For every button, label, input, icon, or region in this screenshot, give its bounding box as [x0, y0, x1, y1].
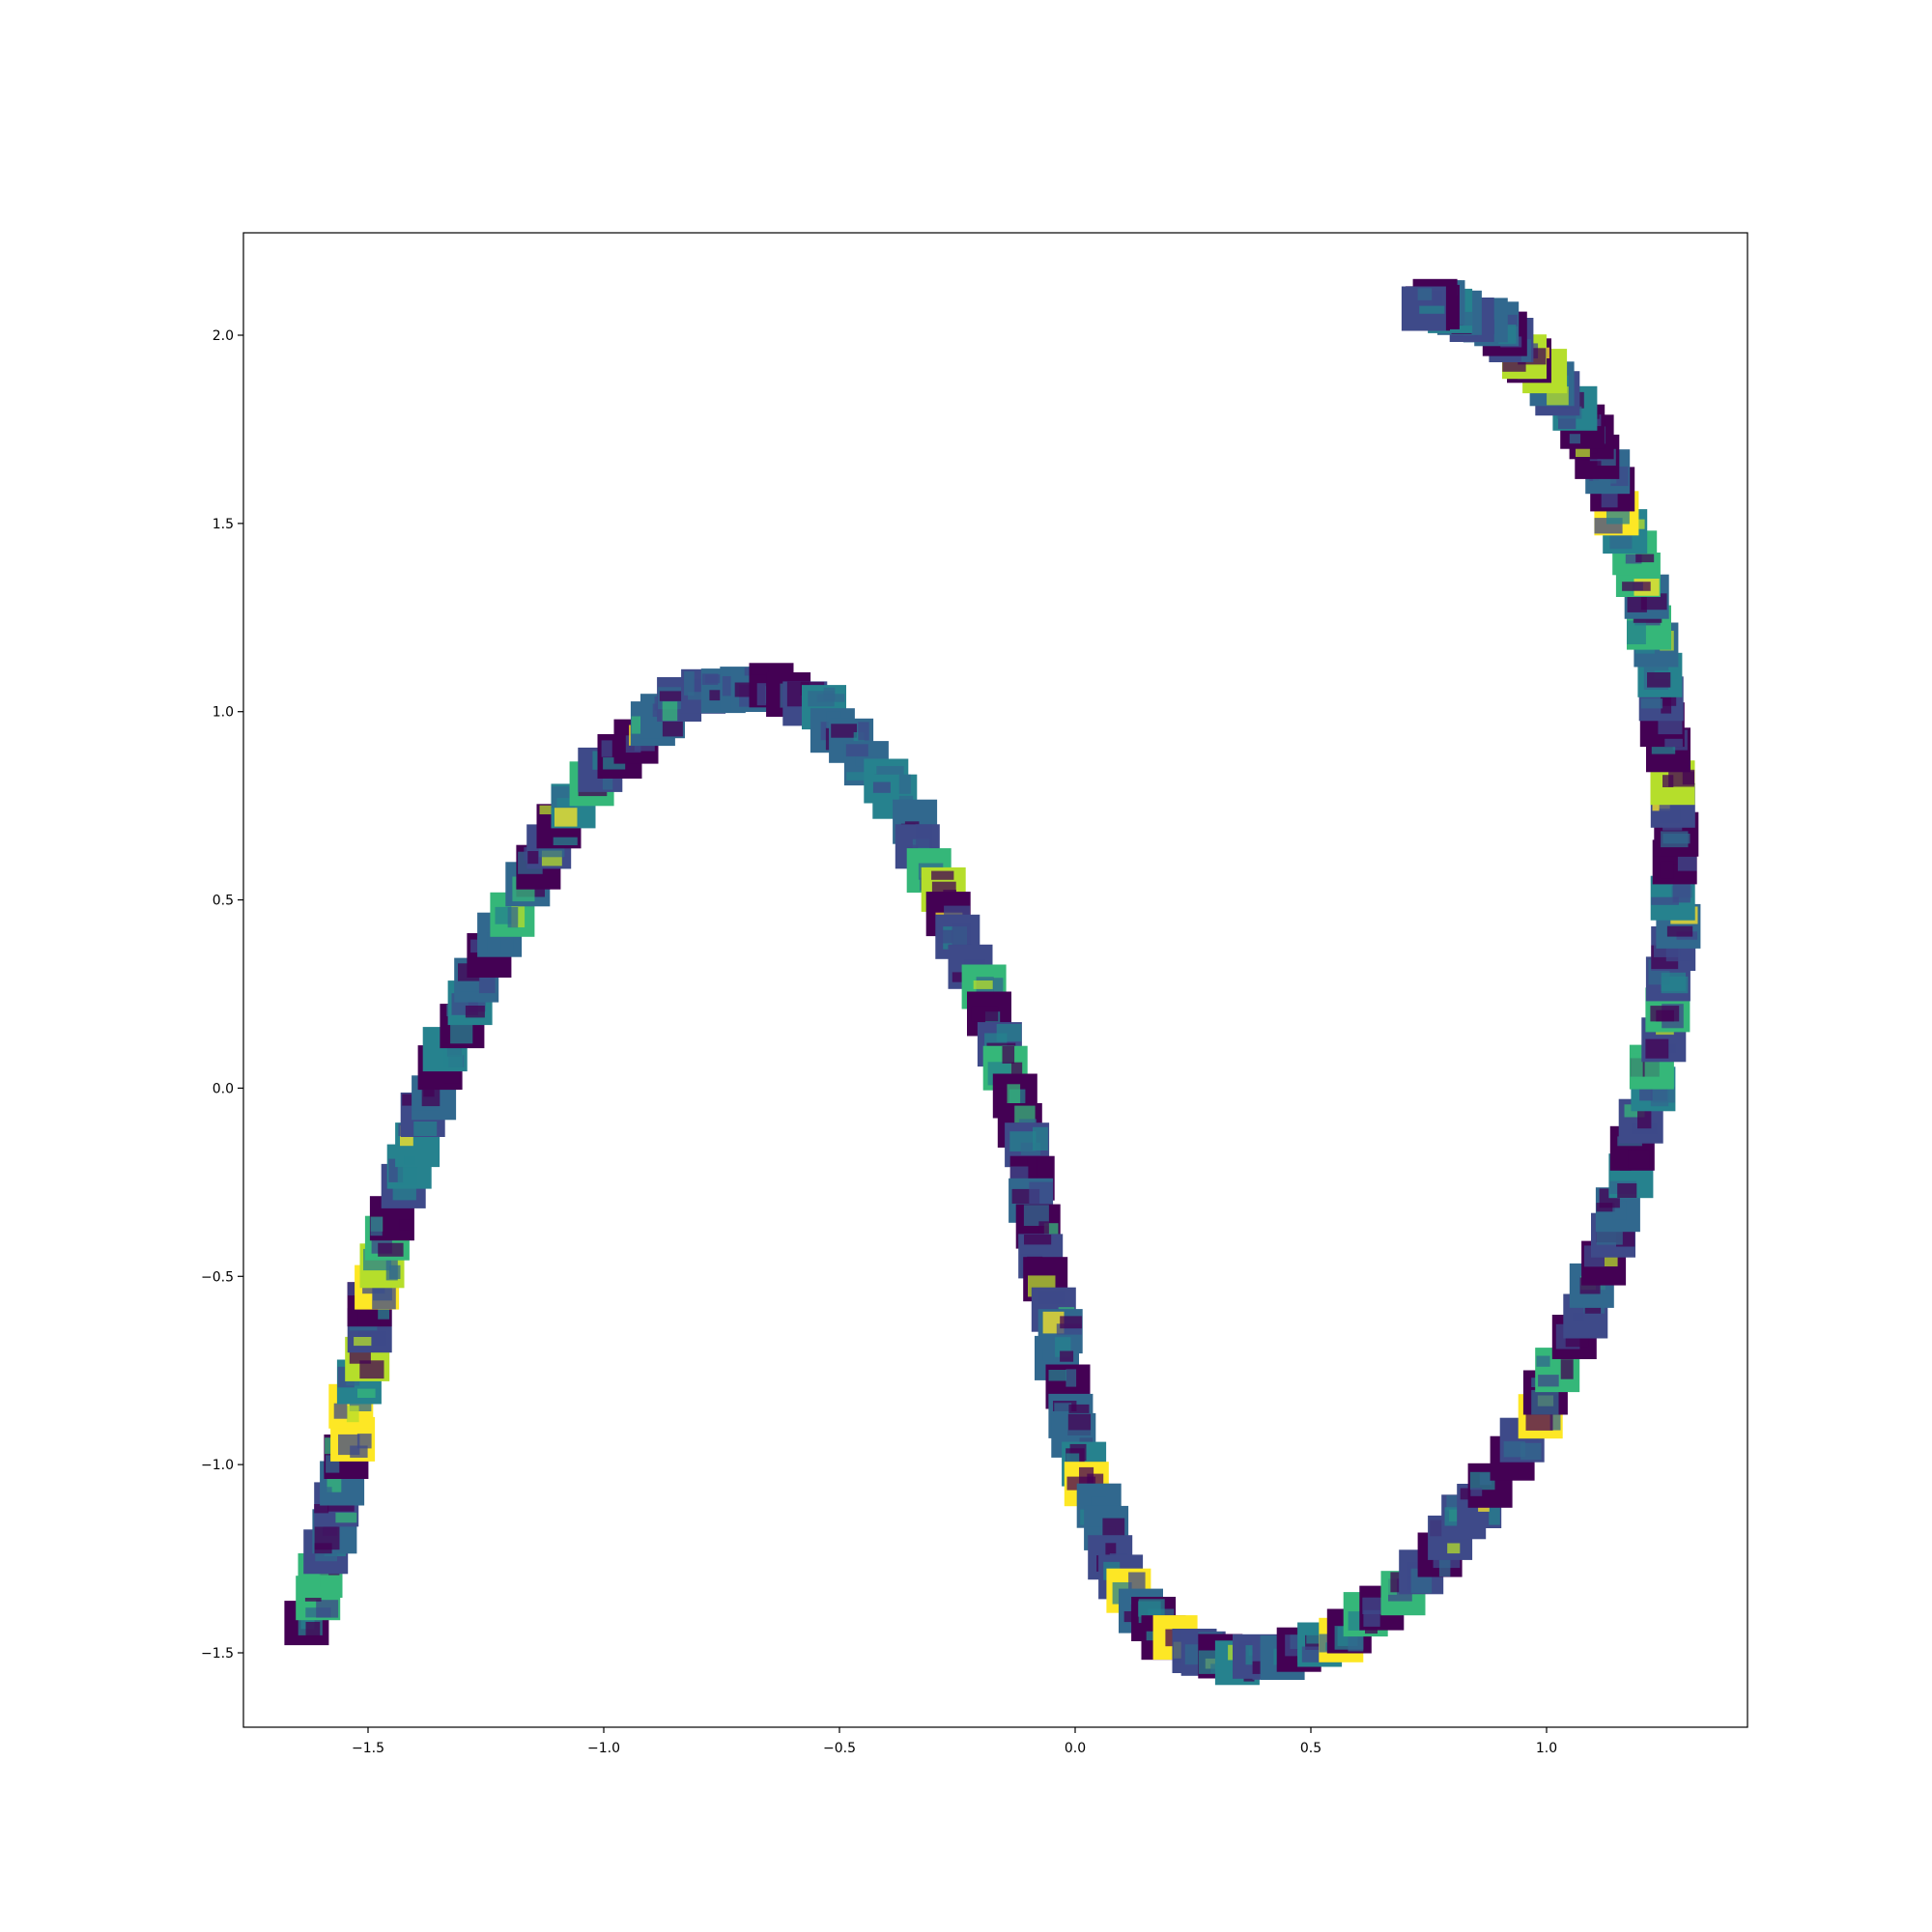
y-tick-label: −1.0 [201, 1458, 234, 1473]
y-tick-label: 1.0 [213, 705, 234, 721]
axes-frame [242, 232, 1748, 1728]
y-tick-label: 2.0 [213, 328, 234, 344]
x-tick-label: 0.0 [1065, 1741, 1086, 1756]
thumbnail-marker [1467, 1463, 1513, 1508]
x-tick-label: −1.0 [587, 1741, 620, 1756]
x-tick-label: 0.5 [1300, 1741, 1321, 1756]
y-tick-label: 1.5 [213, 517, 234, 532]
y-axis: −1.5 −1.0 −0.5 0.0 0.5 1.0 1.5 2.0 [201, 328, 243, 1662]
thumbnail-marker [1401, 286, 1446, 331]
y-tick-label: 0.5 [213, 894, 234, 909]
thumbnail-markers [284, 278, 1701, 1686]
y-tick-label: −0.5 [201, 1269, 234, 1285]
x-tick-label: 1.0 [1536, 1741, 1557, 1756]
x-tick-label: −0.5 [823, 1741, 856, 1756]
y-tick-label: −1.5 [201, 1646, 234, 1662]
y-tick-label: 0.0 [213, 1081, 234, 1096]
thumbnail-marker [490, 892, 535, 937]
x-tick-label: −1.5 [352, 1741, 384, 1756]
x-axis: −1.5 −1.0 −0.5 0.0 0.5 1.0 [352, 1727, 1557, 1756]
